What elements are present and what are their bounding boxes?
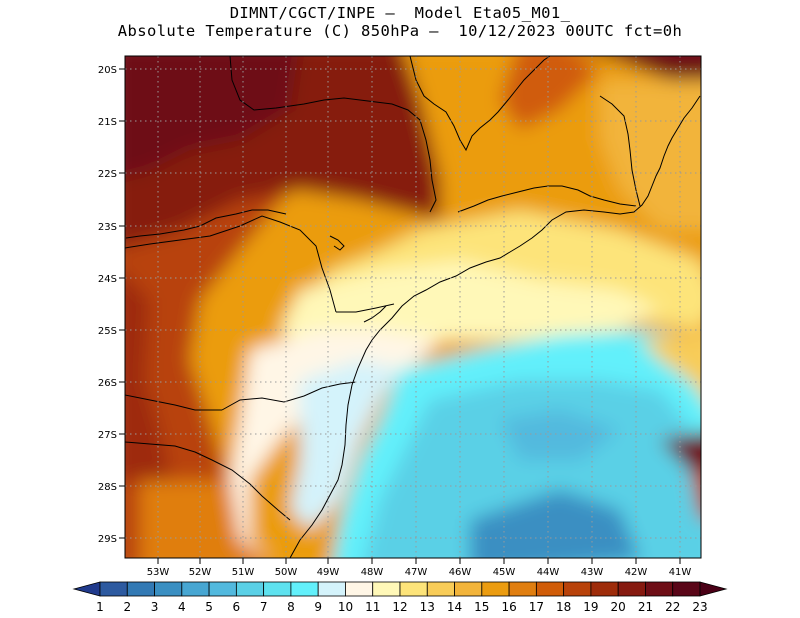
colorbar-swatch xyxy=(426,581,455,597)
colorbar: 1 2 3 4 5 6 7 8 9 10 11 12 13 14 15 16 17 18 19 20 21 22 23 xyxy=(72,581,728,614)
colorbar-label: 16 xyxy=(501,600,516,614)
colorbar-swatch xyxy=(235,581,265,597)
colorbar-label: 10 xyxy=(338,600,353,614)
lon-label: 43W xyxy=(581,567,604,578)
colorbar-label: 12 xyxy=(392,600,407,614)
lat-label: 26S xyxy=(98,378,117,389)
colorbar-label: 17 xyxy=(529,600,544,614)
colorbar-label: 7 xyxy=(260,600,268,614)
map-ticks xyxy=(119,68,681,564)
colorbar-swatch xyxy=(508,581,537,597)
lat-label: 23S xyxy=(98,222,117,233)
lat-label: 27S xyxy=(98,430,117,441)
lon-label: 48W xyxy=(361,567,384,578)
lon-label: 45W xyxy=(493,567,516,578)
colorbar-swatch xyxy=(99,581,128,597)
colorbar-swatch xyxy=(645,581,674,597)
lon-label: 41W xyxy=(669,567,692,578)
lat-label: 24S xyxy=(98,274,117,285)
lon-label: 49W xyxy=(317,567,340,578)
colorbar-swatch xyxy=(399,581,428,597)
colorbar-swatch xyxy=(317,581,346,597)
lat-label: 22S xyxy=(98,169,117,180)
colorbar-swatch xyxy=(181,581,210,597)
colorbar-label: 18 xyxy=(556,600,571,614)
lon-label: 50W xyxy=(275,567,298,578)
colorbar-arrow-low xyxy=(72,581,101,597)
lat-label: 29S xyxy=(98,534,117,545)
lat-label: 21S xyxy=(98,117,117,128)
lat-label: 25S xyxy=(98,326,117,337)
colorbar-label: 5 xyxy=(205,600,213,614)
colorbar-label: 22 xyxy=(665,600,680,614)
colorbar-label: 23 xyxy=(692,600,707,614)
map-gridlines xyxy=(125,56,701,558)
colorbar-swatch xyxy=(590,581,619,597)
colorbar-arrow-high xyxy=(699,581,728,597)
lon-label: 52W xyxy=(189,567,212,578)
lat-label: 20S xyxy=(98,65,117,76)
colorbar-swatch xyxy=(290,581,319,597)
colorbar-swatch xyxy=(154,581,183,597)
colorbar-label: 20 xyxy=(611,600,626,614)
colorbar-label: 2 xyxy=(123,600,131,614)
colorbar-swatch xyxy=(454,581,483,597)
lon-label: 51W xyxy=(232,567,255,578)
lon-label: 42W xyxy=(625,567,648,578)
colorbar-swatch xyxy=(345,581,374,597)
colorbar-label: 15 xyxy=(474,600,489,614)
map-frame xyxy=(124,55,702,559)
chart-title-line1: DIMNT/CGCT/INPE – Model Eta05_M01_ xyxy=(229,4,571,22)
colorbar-label: 3 xyxy=(151,600,159,614)
colorbar-label: 11 xyxy=(365,600,380,614)
colorbar-label: 8 xyxy=(287,600,295,614)
colorbar-label: 4 xyxy=(178,600,186,614)
colorbar-label: 13 xyxy=(420,600,435,614)
colorbar-swatch xyxy=(263,581,292,597)
colorbar-swatch xyxy=(372,581,401,597)
colorbar-swatch xyxy=(563,581,592,597)
temperature-field xyxy=(125,56,701,558)
colorbar-swatch xyxy=(208,581,237,597)
colorbar-swatch xyxy=(126,581,155,597)
colorbar-label: 6 xyxy=(233,600,241,614)
colorbar-label: 21 xyxy=(638,600,653,614)
colorbar-swatch xyxy=(617,581,646,597)
colorbar-label: 14 xyxy=(447,600,462,614)
lon-label: 53W xyxy=(147,567,170,578)
colorbar-label: 9 xyxy=(314,600,322,614)
colorbar-swatch xyxy=(672,581,701,597)
colorbar-label: 19 xyxy=(583,600,598,614)
lat-label: 28S xyxy=(98,482,117,493)
lon-label: 46W xyxy=(449,567,472,578)
lon-label: 47W xyxy=(405,567,428,578)
colorbar-swatch xyxy=(535,581,565,597)
chart-title-line2: Absolute Temperature (C) 850hPa – 10/12/… xyxy=(117,22,683,40)
colorbar-label: 1 xyxy=(96,600,104,614)
colorbar-swatch xyxy=(481,581,510,597)
lon-label: 44W xyxy=(537,567,560,578)
